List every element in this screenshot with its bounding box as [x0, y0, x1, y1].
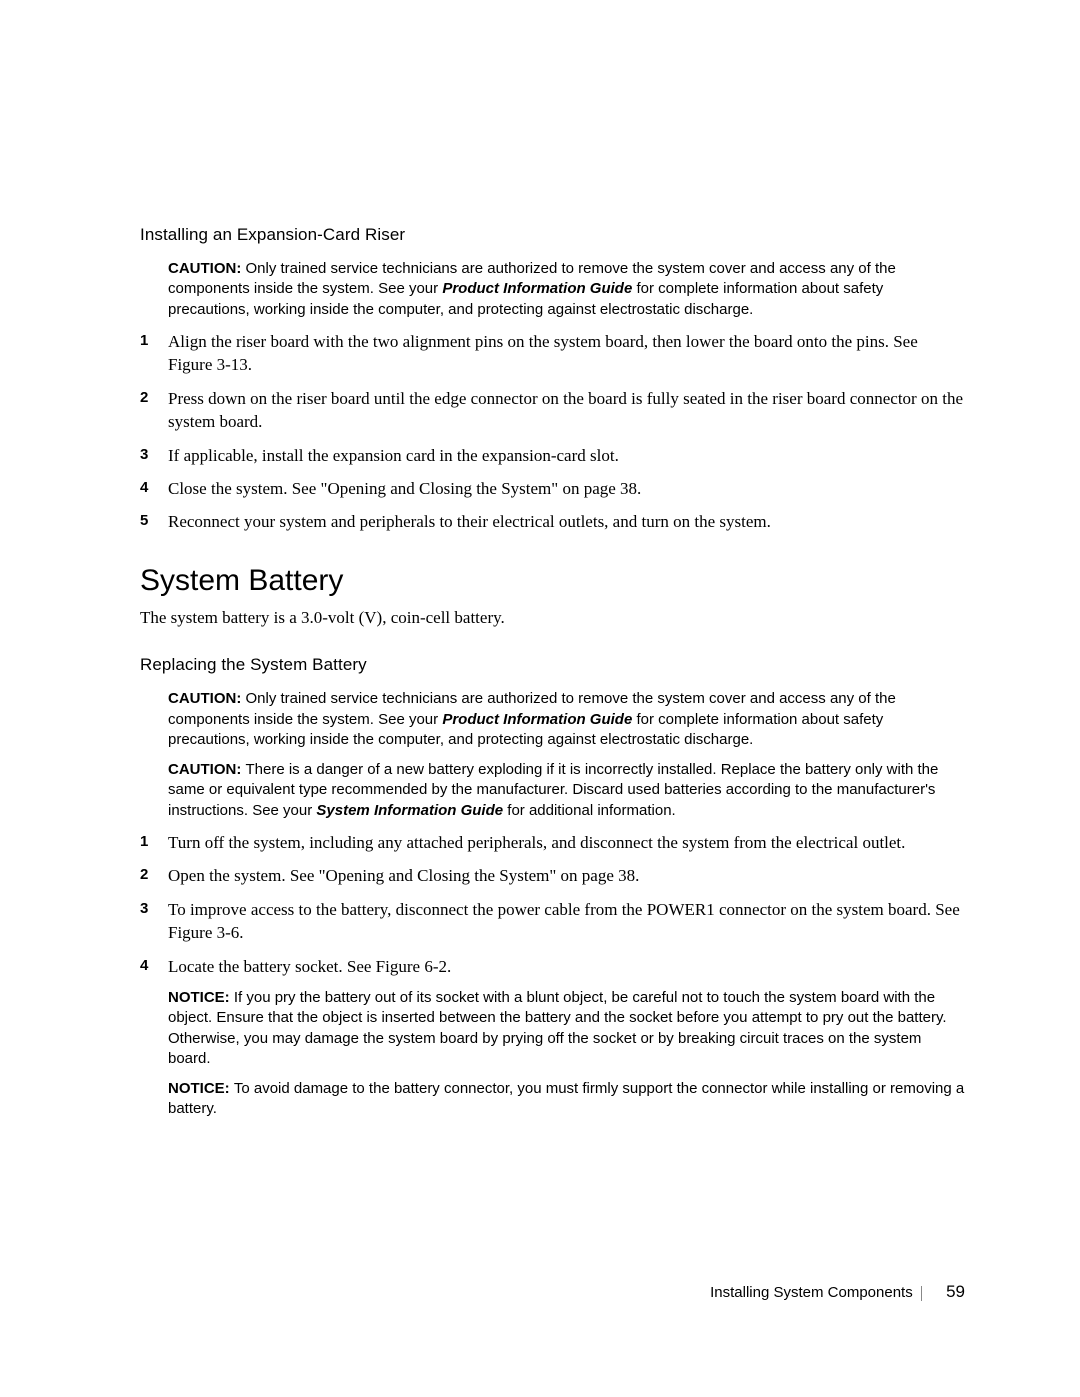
caution-block-1: CAUTION: Only trained service technician… — [168, 259, 965, 320]
step-item: If applicable, install the expansion car… — [140, 444, 965, 467]
notice-body: To avoid damage to the battery connector… — [168, 1080, 964, 1117]
caution-block-2b: CAUTION: There is a danger of a new batt… — [168, 760, 965, 821]
caution-em: Product Information Guide — [442, 280, 632, 297]
caution-text: CAUTION: Only trained service technician… — [168, 259, 965, 320]
step-item: Open the system. See "Opening and Closin… — [140, 864, 965, 887]
page-footer: Installing System Components 59 — [710, 1282, 965, 1302]
notice-block-2: NOTICE: To avoid damage to the battery c… — [168, 1079, 965, 1120]
subheading-replace-battery: Replacing the System Battery — [140, 655, 965, 675]
notice-label: NOTICE: — [168, 1080, 234, 1097]
step-item: Close the system. See "Opening and Closi… — [140, 477, 965, 500]
notice-text: NOTICE: If you pry the battery out of it… — [168, 988, 965, 1069]
caution-body-post: for additional information. — [503, 802, 676, 819]
subheading-install-riser: Installing an Expansion-Card Riser — [140, 225, 965, 245]
step-item: Press down on the riser board until the … — [140, 387, 965, 434]
step-item: Locate the battery socket. See Figure 6-… — [140, 955, 965, 978]
notice-block-1: NOTICE: If you pry the battery out of it… — [168, 988, 965, 1069]
footer-page-number: 59 — [946, 1282, 965, 1301]
step-item: To improve access to the battery, discon… — [140, 898, 965, 945]
heading-system-battery: System Battery — [140, 564, 965, 598]
document-page: Installing an Expansion-Card Riser CAUTI… — [0, 0, 1080, 1397]
caution-text: CAUTION: Only trained service technician… — [168, 689, 965, 750]
notice-body: If you pry the battery out of its socket… — [168, 989, 947, 1067]
step-item: Align the riser board with the two align… — [140, 330, 965, 377]
caution-em: System Information Guide — [316, 802, 503, 819]
step-item: Turn off the system, including any attac… — [140, 831, 965, 854]
steps-list-install-riser: Align the riser board with the two align… — [140, 330, 965, 534]
caution-text: CAUTION: There is a danger of a new batt… — [168, 760, 965, 821]
steps-list-replace-battery: Turn off the system, including any attac… — [140, 831, 965, 978]
caution-label: CAUTION: — [168, 690, 246, 707]
notice-label: NOTICE: — [168, 989, 234, 1006]
footer-divider — [921, 1286, 922, 1301]
caution-block-2a: CAUTION: Only trained service technician… — [168, 689, 965, 750]
caution-em: Product Information Guide — [442, 711, 632, 728]
notice-text: NOTICE: To avoid damage to the battery c… — [168, 1079, 965, 1120]
step-item: Reconnect your system and peripherals to… — [140, 510, 965, 533]
footer-title: Installing System Components — [710, 1284, 913, 1301]
intro-text: The system battery is a 3.0-volt (V), co… — [140, 606, 965, 629]
caution-label: CAUTION: — [168, 761, 246, 778]
caution-label: CAUTION: — [168, 260, 246, 277]
